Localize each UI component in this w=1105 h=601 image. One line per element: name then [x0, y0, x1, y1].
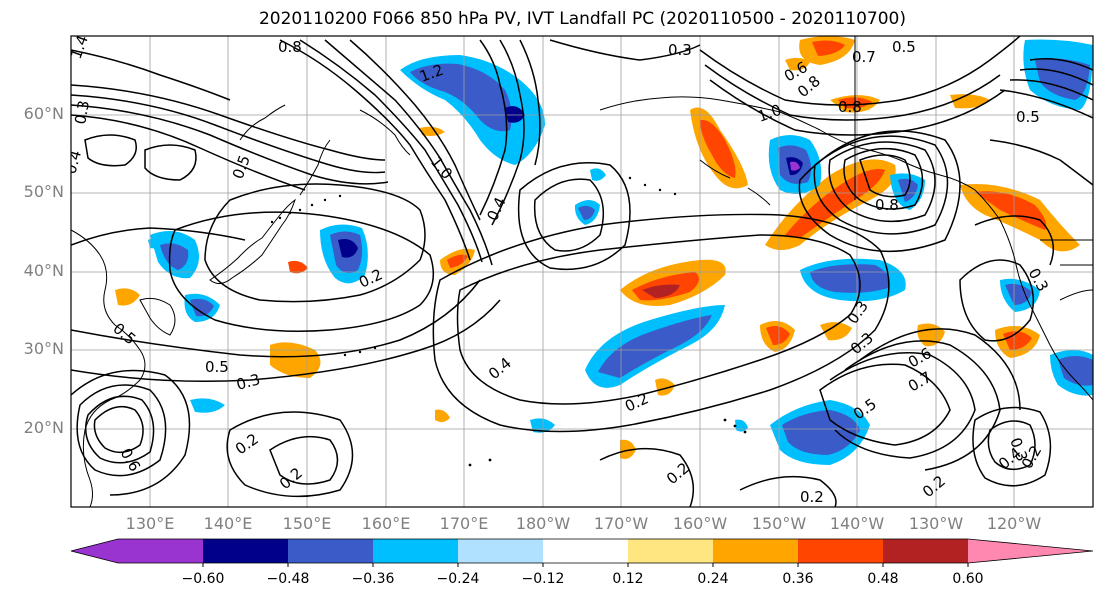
- contour-label: 0.8: [278, 38, 302, 56]
- lon-label: 120°W: [986, 514, 1042, 533]
- colorbar-tick-label: −0.60: [181, 571, 225, 587]
- colorbar-segment: [798, 539, 883, 563]
- contour-label: 0.8: [875, 196, 899, 214]
- contour-label: 0.8: [838, 98, 862, 116]
- contour-label: 0.7: [852, 48, 876, 66]
- map-plot-area: 1.4 0.3 0.4 0.5 0.8 1.2 1.0 0.4 0.2 0.5 …: [71, 36, 1093, 507]
- contour-label: 0.2: [800, 488, 824, 506]
- lon-label: 150°E: [282, 514, 332, 533]
- lon-label: 160°E: [361, 514, 411, 533]
- colorbar-tick-label: −0.36: [351, 571, 395, 587]
- figure-title: 2020110200 F066 850 hPa PV, IVT Landfall…: [258, 9, 906, 29]
- colorbar-tick-label: 0.60: [952, 571, 984, 587]
- map-frame: [70, 35, 1094, 508]
- colorbar-segment: [203, 539, 288, 563]
- colorbar-segment: [713, 539, 798, 563]
- contour-label: 0.5: [205, 358, 229, 376]
- lat-label-40n: 40°N: [23, 261, 64, 280]
- colorbar-segment: [458, 539, 543, 563]
- colorbar-tick-label: 0.48: [867, 571, 899, 587]
- colorbar-tick-label: 0.36: [782, 571, 814, 587]
- lon-label: 170°W: [593, 514, 649, 533]
- lon-label: 130°W: [908, 514, 964, 533]
- colorbar-segment: [883, 539, 968, 563]
- lon-label: 180°W: [515, 514, 571, 533]
- colorbar-outline: [70, 538, 1094, 564]
- colorbar-tick-label: 0.24: [697, 571, 729, 587]
- lon-label: 170°E: [439, 514, 489, 533]
- contour-label: 0.3: [668, 41, 692, 59]
- colorbar: [70, 538, 1094, 567]
- colorbar-extend-high: [968, 539, 1093, 563]
- colorbar-segment: [628, 539, 713, 563]
- colorbar-segment: [543, 539, 628, 563]
- colorbar-segment: [118, 539, 203, 563]
- ivt-contours: [71, 36, 1093, 507]
- colorbar-segment: [288, 539, 373, 563]
- contour-label: 0.3: [71, 99, 93, 126]
- lon-label: 130°E: [125, 514, 175, 533]
- colorbar-tick-label: 0.12: [612, 571, 644, 587]
- lat-label-60n: 60°N: [23, 104, 64, 123]
- lat-label-20n: 20°N: [23, 418, 64, 437]
- lon-label: 140°E: [203, 514, 253, 533]
- colorbar-segment: [373, 539, 458, 563]
- lon-label: 150°W: [751, 514, 807, 533]
- lon-label: 140°W: [829, 514, 885, 533]
- contour-label: 0.3: [234, 370, 262, 394]
- colorbar-tick-label: −0.12: [521, 571, 565, 587]
- colorbar-extend-low: [71, 539, 118, 563]
- lat-label-50n: 50°N: [23, 182, 64, 201]
- contour-label: 0.5: [1016, 108, 1040, 126]
- colorbar-ticks: [202, 563, 969, 567]
- colorbar-tick-label: −0.48: [266, 571, 310, 587]
- lon-label: 160°W: [672, 514, 728, 533]
- colorbar-tick-label: −0.24: [436, 571, 480, 587]
- lat-label-30n: 30°N: [23, 339, 64, 358]
- contour-label: 0.5: [892, 38, 916, 56]
